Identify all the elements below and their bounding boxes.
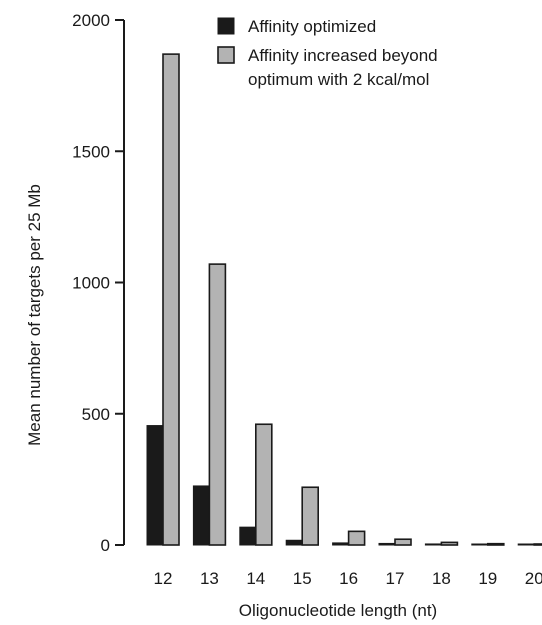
y-tick-label: 1500: [72, 142, 110, 161]
x-tick-label: 20: [525, 569, 542, 588]
y-tick-label: 1000: [72, 274, 110, 293]
bar-affinity-increased: [301, 486, 320, 546]
x-tick-label: 16: [339, 569, 358, 588]
bar-affinity-optimized: [192, 485, 210, 546]
bar-affinity-increased: [347, 530, 366, 546]
bar-affinity-increased: [440, 541, 459, 546]
legend-label: Affinity optimized: [248, 17, 376, 36]
bar-affinity-increased: [208, 263, 227, 546]
x-tick-label: 19: [478, 569, 497, 588]
legend-swatch: [217, 17, 235, 35]
y-tick-label: 2000: [72, 11, 110, 30]
bar-affinity-optimized: [517, 543, 535, 546]
bar-affinity-optimized: [424, 543, 442, 546]
x-tick-label: 12: [154, 569, 173, 588]
x-tick-label: 18: [432, 569, 451, 588]
x-axis-title: Oligonucleotide length (nt): [239, 601, 437, 620]
y-tick-label: 500: [82, 405, 110, 424]
bar-affinity-increased: [162, 53, 180, 546]
bar-affinity-optimized: [146, 425, 164, 546]
legend-label: Affinity increased beyond: [248, 46, 438, 65]
legend: Affinity optimized Affinity increased bey…: [217, 17, 438, 89]
bar-affinity-optimized: [239, 526, 257, 546]
x-tick-label: 13: [200, 569, 219, 588]
y-axis-title: Mean number of targets per 25 Mb: [25, 184, 44, 446]
bar-affinity-optimized: [285, 539, 303, 546]
x-axis: 12 13 14 15 16 17 18 19 20: [154, 569, 542, 588]
x-tick-label: 14: [246, 569, 265, 588]
bar-affinity-optimized: [471, 543, 489, 546]
bars: [146, 53, 542, 546]
y-axis: 0 500 1000 1500 2000: [72, 11, 125, 555]
legend-swatch: [217, 46, 235, 64]
bar-affinity-increased: [255, 423, 273, 546]
x-tick-label: 15: [293, 569, 312, 588]
y-tick-label: 0: [101, 536, 110, 555]
bar-affinity-optimized: [378, 542, 396, 546]
bar-affinity-increased: [394, 538, 412, 546]
bar-affinity-optimized: [332, 542, 350, 546]
bar-affinity-increased: [533, 543, 542, 546]
legend-label: optimum with 2 kcal/mol: [248, 70, 429, 89]
bar-affinity-increased: [486, 542, 505, 546]
x-tick-label: 17: [386, 569, 405, 588]
